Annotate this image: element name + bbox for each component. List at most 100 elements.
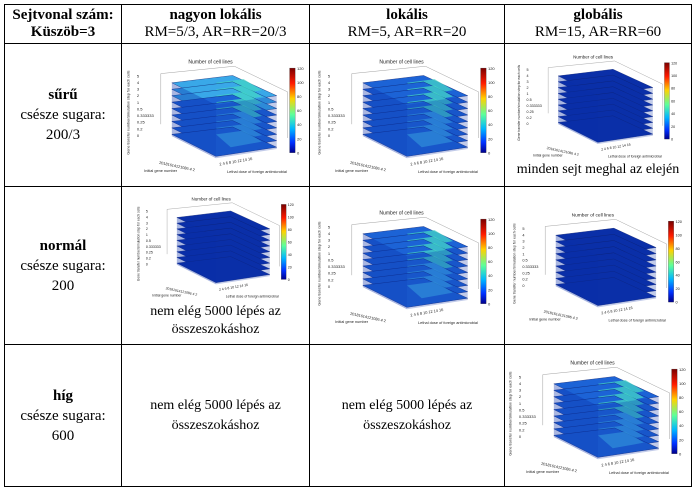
z-tick: 3 — [519, 387, 522, 392]
z-tick: 0 — [328, 283, 331, 288]
z-tick: 5 — [527, 68, 529, 72]
radius-label: csésze sugara: — [20, 407, 106, 424]
colorbar-tick: 80 — [675, 245, 679, 250]
plot-zlabel: Gene transfer number/simulation step for… — [126, 70, 130, 154]
plot-ylabel: Lethal dose of foreign antimicrobial — [609, 470, 669, 474]
z-tick: 4 — [328, 80, 331, 85]
row-label-normal: normál csésze sugara: 200 — [4, 186, 122, 345]
z-tick: 1 — [527, 92, 529, 96]
col-params: RM=5/3, AR=RR=20/3 — [144, 24, 287, 40]
z-tick: 1 — [145, 233, 147, 237]
x-ticks: 20181614121086 4 2 — [350, 161, 387, 173]
x-ticks: 20181614121086 4 2 — [541, 461, 578, 473]
note-all-die: minden sejt meghal az elején — [516, 162, 680, 177]
text-cell: nem elég 5000 lépés az összeszokáshoz — [121, 344, 310, 487]
z-tick: 0.25 — [145, 250, 152, 254]
slab-plot: Number of cell lines Gene transfer number… — [517, 54, 677, 158]
colorbar-tick: 100 — [675, 232, 681, 237]
z-tick: 1 — [519, 400, 522, 405]
colorbar-tick: 120 — [488, 66, 495, 71]
col-header-local: lokális RM=5, AR=RR=20 — [309, 4, 505, 44]
y-ticks: 2 4 6 8 10 12 14 16 — [219, 157, 252, 167]
colorbar-tick: 40 — [679, 423, 684, 428]
plot-cell: Number of cell lines Gene transfer number… — [504, 186, 692, 345]
plot-xlabel: Initial gene number — [335, 169, 369, 173]
z-tick: 2 — [519, 394, 522, 399]
plot-ylabel: Lethal dose of foreign antimicrobial — [418, 320, 478, 324]
row-name: normál — [39, 237, 87, 254]
slab-plot: Number of cell lines Gene transfer number… — [318, 210, 496, 324]
plot-cell: Number of cell lines Gene transfer number… — [504, 344, 692, 487]
colorbar-tick: 120 — [296, 66, 303, 71]
colorbar-tick: 120 — [679, 366, 686, 371]
slab-layer — [362, 277, 469, 308]
colorbar-tick: 0 — [488, 150, 491, 155]
y-ticks: 2 4 6 8 10 12 14 16 — [410, 157, 443, 167]
colorbar-tick: 40 — [287, 252, 291, 256]
z-tick: 0 — [136, 133, 139, 138]
z-tick: 0.333333 — [136, 113, 154, 118]
plot-cell: Number of cell lines Gene transfer number… — [309, 43, 505, 187]
z-tick: 3 — [522, 238, 524, 243]
y-ticks: 2 4 6 8 10 12 14 16 — [601, 143, 631, 152]
z-tick: 1 — [328, 250, 331, 255]
plot-zlabel: Gene transfer number/simulation step for… — [318, 70, 322, 154]
colorbar-tick: 40 — [675, 272, 679, 277]
x-ticks: 20181614121086 4 2 — [546, 146, 579, 157]
radius-value: 200 — [51, 277, 75, 294]
colorbar — [480, 218, 487, 304]
note-line2: összeszokáshoz — [171, 321, 260, 337]
y-ticks: 2 4 6 8 10 12 14 16 — [410, 307, 443, 317]
colorbar-tick: 0 — [287, 277, 289, 281]
z-tick: 0 — [522, 282, 524, 287]
z-tick: 0.25 — [136, 120, 145, 125]
z-tick: 0.333333 — [522, 263, 538, 268]
slab-plot: Number of cell lines Gene transfer number… — [136, 196, 293, 298]
z-tick: 2 — [328, 93, 331, 98]
row-name: sűrű — [48, 87, 78, 103]
slab-layer — [170, 126, 277, 157]
plot-ylabel: Lethal dose of foreign antimicrobial — [609, 318, 666, 322]
colorbar-tick: 120 — [488, 216, 495, 221]
z-tick: 0.333333 — [145, 244, 160, 248]
note-line1: nem elég 5000 lépés az — [150, 303, 281, 319]
z-tick: 4 — [527, 74, 529, 78]
z-tick: 2 — [136, 93, 139, 98]
z-tick: 5 — [519, 374, 522, 379]
plot-ylabel: Lethal dose of foreign antimicrobial — [225, 294, 278, 298]
colorbar-tick: 100 — [679, 380, 686, 385]
row-label-dense: sűrű csésze sugara: 200/3 — [4, 43, 122, 187]
z-tick: 4 — [136, 80, 139, 85]
colorbar-tick: 80 — [671, 87, 675, 91]
plot-zlabel: Gene transfer number/simulation step for… — [512, 223, 516, 304]
z-tick: 3 — [136, 87, 139, 92]
colorbar-tick: 120 — [671, 61, 677, 65]
colorbar-tick: 20 — [287, 265, 291, 269]
colorbar-tick: 100 — [671, 74, 677, 78]
note-not-enough: nem elég 5000 lépés az összeszokáshoz — [311, 396, 504, 436]
x-ticks: 20181614121086 4 2 — [165, 286, 197, 297]
colorbar-tick: 60 — [287, 240, 291, 244]
z-tick: 0.5 — [328, 106, 334, 111]
colorbar-tick: 20 — [488, 136, 493, 141]
colorbar-tick: 80 — [488, 245, 493, 250]
plot-cell: Number of cell lines Gene transfer number… — [121, 186, 310, 345]
colorbar-tick: 20 — [679, 437, 684, 442]
z-tick: 4 — [519, 380, 522, 385]
radius-value: 600 — [51, 427, 75, 444]
plot-title: Number of cell lines — [191, 196, 231, 201]
z-tick: 5 — [328, 224, 331, 229]
plot-zlabel: Gene transfer number/simulation step for… — [517, 65, 521, 141]
z-tick: 2 — [527, 86, 529, 90]
z-tick: 1 — [522, 251, 524, 256]
colorbar-tick: 120 — [675, 218, 681, 223]
y-ticks: 2 4 6 8 10 12 14 16 — [601, 305, 633, 314]
col-params: RM=15, AR=RR=60 — [534, 24, 662, 40]
z-tick: 0 — [519, 433, 522, 438]
x-ticks: 20181614121086 4 2 — [543, 309, 578, 320]
z-tick: 2 — [328, 244, 331, 249]
colorbar-tick: 80 — [488, 94, 493, 99]
y-ticks: 2 4 6 8 10 12 14 16 — [218, 282, 248, 291]
row-label-sparse: híg csésze sugara: 600 — [4, 344, 122, 487]
z-tick: 0 — [145, 262, 147, 266]
